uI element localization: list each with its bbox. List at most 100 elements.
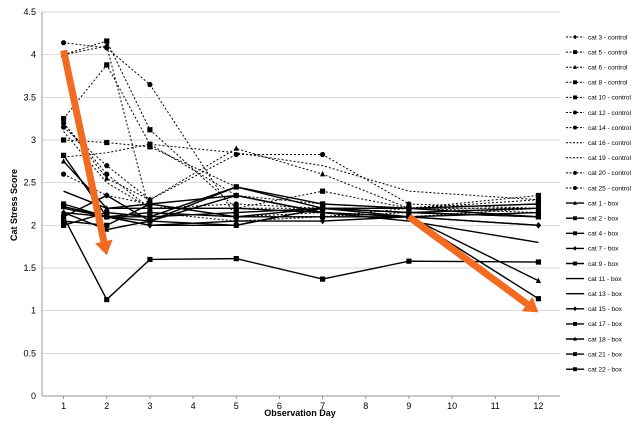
series-line	[63, 131, 539, 209]
data-point	[60, 120, 67, 126]
y-tick-label: 1.5	[23, 263, 36, 273]
series-line	[63, 143, 539, 201]
legend-item: cat 7 - box	[566, 246, 619, 253]
data-point	[147, 217, 153, 224]
legend-swatch-marker	[573, 306, 577, 312]
legend-swatch-marker	[573, 80, 577, 85]
data-point	[535, 192, 542, 199]
legend-swatch-marker	[573, 186, 577, 190]
legend-item: cat 4 - box	[566, 231, 619, 238]
legend-swatch-marker	[573, 231, 577, 236]
data-point	[60, 218, 67, 224]
data-point	[233, 217, 239, 225]
series-line	[63, 126, 539, 209]
series-cat-17-box	[60, 203, 542, 302]
x-tick-label: 6	[277, 401, 282, 411]
orange-arrow-shaft	[406, 213, 530, 307]
data-point	[104, 45, 110, 51]
data-point	[147, 127, 153, 133]
series-cat-12-control	[60, 40, 542, 220]
legend-swatch-marker	[573, 64, 577, 69]
data-point	[406, 201, 412, 207]
series-cat-16-control	[63, 143, 539, 201]
data-point	[104, 139, 110, 146]
gridlines	[42, 11, 560, 397]
data-point	[319, 201, 326, 207]
legend-item: cat 6 - control	[566, 65, 628, 72]
legend-item: cat 12 - control	[566, 110, 632, 117]
legend-label: cat 6 - control	[588, 65, 628, 72]
legend-swatch-marker	[573, 246, 577, 251]
legend-label: cat 21 - box	[588, 351, 623, 358]
series-cat-4-box	[60, 152, 542, 220]
data-point	[104, 214, 110, 220]
data-point	[319, 188, 326, 194]
legend-label: cat 3 - control	[588, 34, 628, 41]
data-point	[104, 175, 110, 181]
legend-label: cat 25 - control	[588, 185, 632, 192]
legend-swatch-marker	[573, 216, 577, 221]
legend-label: cat 14 - control	[588, 125, 632, 132]
data-point	[104, 226, 110, 232]
data-point	[104, 296, 110, 303]
data-point	[147, 205, 153, 211]
data-point	[233, 222, 239, 228]
data-point	[147, 256, 153, 263]
orange-arrow-shaft	[60, 49, 108, 243]
legend-swatch-marker	[573, 336, 577, 341]
series-cat-19-control	[63, 131, 539, 209]
series-line	[63, 42, 539, 218]
x-tick-label: 5	[234, 401, 239, 411]
data-point	[104, 192, 110, 199]
data-point	[535, 201, 542, 207]
x-tick-label: 12	[533, 401, 543, 411]
x-tick-label: 9	[406, 401, 411, 411]
data-point	[535, 277, 542, 283]
data-point	[406, 209, 412, 215]
legend-swatch-marker	[573, 261, 577, 266]
y-tick-label: 2.5	[23, 178, 36, 188]
legend-label: cat 1 - box	[588, 200, 619, 207]
data-point	[147, 81, 153, 88]
legend-label: cat 22 - box	[588, 367, 623, 374]
legend-label: cat 11 - box	[588, 276, 622, 283]
data-point	[60, 137, 67, 143]
legend-item: cat 22 - box	[566, 367, 623, 374]
legend-item: cat 1 - box	[566, 200, 619, 207]
data-point	[535, 205, 542, 211]
legend-item: cat 21 - box	[566, 351, 623, 358]
data-point	[319, 276, 326, 282]
y-tick-label: 4.5	[23, 7, 36, 17]
data-point	[406, 205, 412, 211]
data-point	[60, 203, 67, 210]
data-point	[233, 256, 239, 262]
legend-swatch-marker	[573, 200, 577, 205]
legend-item: cat 10 - control	[566, 95, 632, 102]
data-point	[535, 214, 542, 220]
legend-label: cat 13 - box	[588, 291, 623, 298]
data-point	[406, 258, 412, 264]
legend-item: cat 18 - box	[566, 336, 623, 343]
x-tick-label: 2	[104, 401, 109, 411]
legend-label: cat 20 - control	[588, 170, 632, 177]
legend-label: cat 18 - box	[588, 336, 623, 343]
series-cat-5-control	[60, 38, 542, 211]
y-tick-label: 3	[31, 135, 36, 145]
series-cat-22-box	[60, 201, 542, 228]
data-point	[104, 209, 110, 216]
legend-item: cat 15 - box	[566, 306, 623, 313]
legend-item: cat 8 - control	[566, 80, 628, 87]
legend-item: cat 25 - control	[566, 185, 632, 192]
series-line	[63, 64, 539, 209]
data-point	[147, 209, 153, 216]
y-tick-label: 4	[31, 50, 36, 60]
data-point	[147, 201, 153, 207]
legend-label: cat 9 - box	[588, 261, 619, 268]
legend-label: cat 2 - box	[588, 216, 619, 223]
data-point	[147, 214, 153, 220]
legend-swatch-marker	[573, 34, 577, 40]
legend-label: cat 10 - control	[588, 95, 632, 102]
data-point	[147, 222, 153, 229]
data-point	[319, 151, 326, 158]
